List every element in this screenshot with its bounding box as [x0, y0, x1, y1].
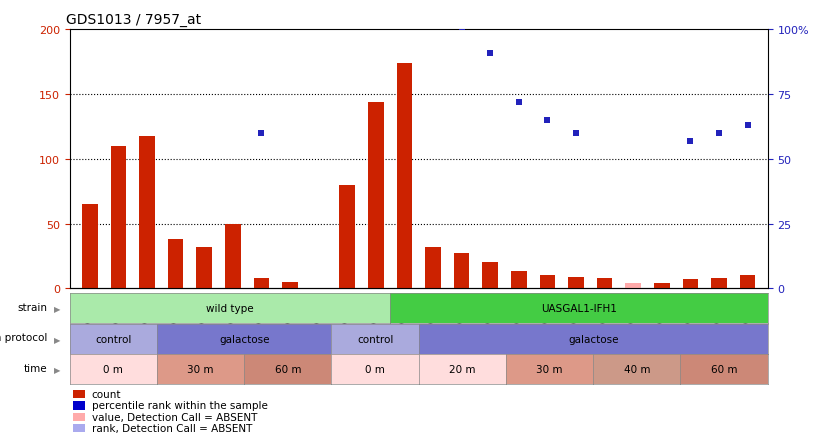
- Bar: [454, 254, 470, 289]
- Text: percentile rank within the sample: percentile rank within the sample: [92, 401, 268, 411]
- Text: ▶: ▶: [54, 365, 61, 375]
- Text: count: count: [92, 389, 122, 399]
- Text: 30 m: 30 m: [187, 365, 214, 374]
- Text: rank, Detection Call = ABSENT: rank, Detection Call = ABSENT: [92, 423, 252, 433]
- Text: strain: strain: [17, 302, 48, 312]
- Text: 30 m: 30 m: [536, 365, 563, 374]
- Text: growth protocol: growth protocol: [0, 332, 48, 342]
- Bar: [425, 247, 441, 289]
- Text: galactose: galactose: [568, 334, 618, 344]
- Bar: [511, 272, 527, 289]
- Text: 60 m: 60 m: [274, 365, 301, 374]
- Text: 0 m: 0 m: [103, 365, 123, 374]
- Bar: [483, 263, 498, 289]
- Bar: [73, 401, 85, 410]
- Bar: [682, 279, 699, 289]
- Bar: [73, 424, 85, 432]
- Text: GDS1013 / 7957_at: GDS1013 / 7957_at: [67, 13, 201, 26]
- Bar: [654, 283, 670, 289]
- Bar: [225, 224, 241, 289]
- Text: 40 m: 40 m: [623, 365, 650, 374]
- Text: galactose: galactose: [219, 334, 269, 344]
- Bar: [339, 185, 355, 289]
- Text: 0 m: 0 m: [365, 365, 385, 374]
- Text: wild type: wild type: [206, 304, 254, 313]
- Bar: [626, 283, 641, 289]
- Text: time: time: [24, 363, 48, 373]
- Bar: [73, 390, 85, 398]
- Bar: [139, 136, 155, 289]
- Text: value, Detection Call = ABSENT: value, Detection Call = ABSENT: [92, 412, 257, 422]
- Text: 20 m: 20 m: [449, 365, 475, 374]
- Text: 60 m: 60 m: [711, 365, 737, 374]
- Bar: [711, 278, 727, 289]
- Text: control: control: [95, 334, 131, 344]
- Bar: [740, 276, 755, 289]
- Bar: [111, 147, 126, 289]
- Bar: [397, 64, 412, 289]
- Bar: [568, 277, 584, 289]
- Text: control: control: [357, 334, 393, 344]
- Bar: [597, 278, 612, 289]
- Bar: [539, 276, 555, 289]
- Bar: [368, 103, 383, 289]
- Bar: [82, 205, 98, 289]
- Text: ▶: ▶: [54, 335, 61, 344]
- Bar: [196, 247, 212, 289]
- Bar: [167, 240, 183, 289]
- Bar: [73, 413, 85, 421]
- Text: ▶: ▶: [54, 305, 61, 314]
- Text: UASGAL1-IFH1: UASGAL1-IFH1: [541, 304, 617, 313]
- Bar: [282, 282, 298, 289]
- Bar: [254, 278, 269, 289]
